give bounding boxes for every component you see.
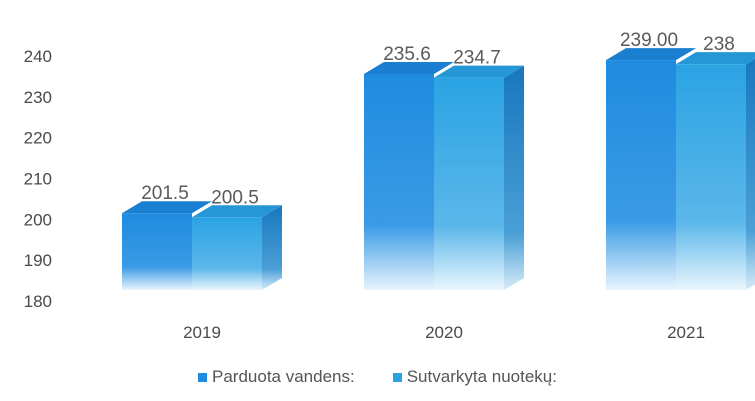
bar — [434, 65, 524, 291]
data-label: 235.6 — [383, 44, 431, 65]
bar — [364, 61, 454, 290]
x-tick-label: 2020 — [425, 323, 463, 342]
y-tick-label: 190 — [24, 251, 52, 270]
legend-label: Sutvarkyta nuotekų: — [406, 367, 557, 386]
bar-side — [262, 205, 282, 290]
bar-front — [364, 73, 434, 290]
bar — [676, 52, 755, 291]
bar-top — [122, 201, 212, 214]
bar — [122, 201, 212, 290]
bar-front — [122, 213, 192, 290]
legend-item: Sutvarkyta nuotekų: — [392, 364, 557, 390]
bar-front — [606, 60, 676, 291]
x-tick-label: 2021 — [667, 323, 705, 342]
legend-swatch — [392, 372, 402, 382]
bar-side — [504, 65, 524, 291]
legend-swatch — [198, 372, 207, 382]
bar-top — [434, 65, 524, 78]
bar-top — [364, 61, 454, 74]
bar — [606, 48, 696, 291]
y-tick-label: 220 — [24, 129, 52, 148]
data-label: 200.5 — [211, 187, 259, 208]
data-label: 234.7 — [453, 48, 501, 69]
bar-top — [192, 205, 282, 218]
y-tick-label: 240 — [24, 47, 52, 66]
y-tick-label: 230 — [24, 88, 52, 107]
data-label: 238 — [703, 34, 735, 55]
bar-top — [606, 48, 696, 61]
x-axis: 2019 2020 2021 — [183, 323, 705, 342]
x-tick-label: 2019 — [183, 323, 221, 342]
data-label: 201.5 — [141, 183, 189, 204]
bar — [192, 205, 282, 290]
bar-top — [676, 52, 755, 65]
legend: Parduota vandens: Sutvarkyta nuotekų: — [0, 364, 755, 390]
y-axis: 180 190 200 210 220 230 240 — [24, 47, 52, 311]
legend-item: Parduota vandens: — [198, 364, 355, 390]
data-label: 239.00 — [620, 30, 678, 51]
legend-label: Parduota vandens: — [212, 367, 355, 386]
y-tick-label: 200 — [24, 210, 52, 229]
bar-front — [676, 64, 746, 291]
y-tick-label: 180 — [24, 292, 52, 311]
bar-front — [434, 77, 504, 291]
bar-front — [192, 217, 262, 290]
bar-side — [746, 58, 755, 290]
y-tick-label: 210 — [24, 170, 52, 189]
bars: 201.5 200.5 235.6 234.7 239.00 238 — [122, 30, 755, 291]
